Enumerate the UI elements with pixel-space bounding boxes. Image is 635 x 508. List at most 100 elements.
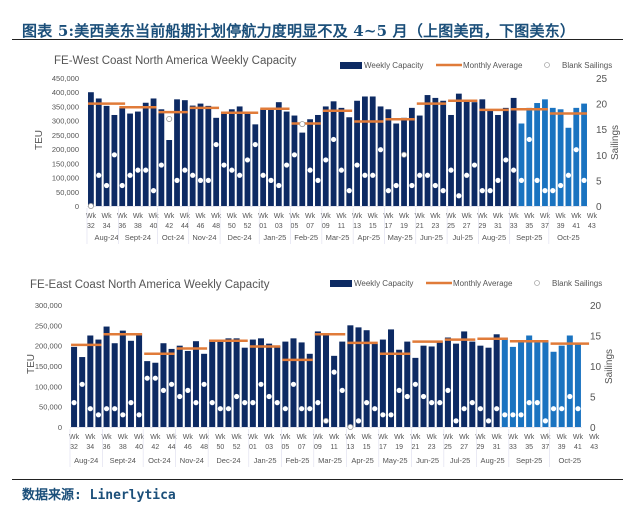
capacity-bar bbox=[71, 346, 78, 427]
blank-sailing-point bbox=[424, 172, 431, 178]
blank-sailing-point bbox=[274, 400, 280, 406]
x-tick-label: Wk 07 bbox=[297, 434, 308, 451]
capacity-bar bbox=[88, 92, 94, 206]
capacity-bar bbox=[192, 341, 199, 427]
capacity-bar bbox=[221, 111, 227, 206]
x-tick-label: Wk 34 bbox=[102, 213, 113, 230]
capacity-bar bbox=[420, 345, 427, 427]
capacity-bar bbox=[95, 339, 102, 427]
x-tick-label: Wk 33 bbox=[509, 213, 520, 230]
capacity-bar bbox=[581, 103, 587, 206]
y-tick-label: 50,000 bbox=[56, 188, 79, 197]
month-label: Aug-25 bbox=[481, 456, 505, 465]
blank-sailing-point bbox=[193, 400, 199, 406]
x-tick-label: Wk 50 bbox=[215, 434, 226, 451]
x-tick-label: Wk 36 bbox=[117, 213, 128, 230]
x-tick-label: Wk 25 bbox=[443, 434, 454, 451]
blank-sailing-point bbox=[461, 406, 467, 412]
month-label: Mar-25 bbox=[318, 456, 342, 465]
blank-sailing-point bbox=[136, 412, 142, 418]
month-label: Dec-24 bbox=[228, 233, 252, 242]
capacity-bar bbox=[557, 109, 564, 206]
blank-sailing-point bbox=[185, 387, 191, 393]
x-tick-label: Wk 48 bbox=[199, 434, 210, 451]
blank-sailing-point bbox=[160, 387, 167, 393]
capacity-bar bbox=[176, 345, 183, 427]
blank-sailing-point bbox=[225, 406, 232, 412]
blank-sailing-point bbox=[242, 400, 248, 406]
capacity-bar bbox=[228, 109, 235, 206]
x-tick-label: Wk 32 bbox=[69, 434, 80, 451]
capacity-bar bbox=[174, 99, 180, 206]
capacity-bar bbox=[565, 127, 572, 206]
capacity-bar bbox=[166, 140, 173, 206]
capacity-bar bbox=[306, 353, 313, 427]
capacity-bar bbox=[379, 339, 386, 427]
blank-sailing-point bbox=[217, 406, 223, 412]
x-tick-label: Wk 25 bbox=[446, 213, 457, 230]
y-tick-label: 200,000 bbox=[35, 342, 62, 351]
capacity-bar bbox=[534, 341, 541, 427]
capacity-bar bbox=[160, 343, 167, 427]
x-tick-label: Wk 01 bbox=[248, 434, 259, 451]
chart-title: FE-East Coast North America Weekly Capac… bbox=[30, 279, 270, 291]
blank-sailing-point bbox=[299, 121, 306, 128]
blank-sailing-point bbox=[558, 182, 564, 189]
capacity-bar bbox=[275, 102, 282, 206]
capacity-bar bbox=[574, 343, 581, 427]
blank-sailing-point bbox=[487, 188, 493, 194]
month-label: Oct-24 bbox=[162, 233, 185, 242]
blank-sailing-point bbox=[485, 418, 492, 424]
capacity-bar bbox=[189, 105, 196, 206]
capacity-bar bbox=[111, 343, 118, 427]
capacity-bar bbox=[307, 119, 313, 206]
blank-sailing-point bbox=[388, 412, 394, 418]
blank-sailing-point bbox=[79, 381, 85, 387]
capacity-bar bbox=[338, 107, 345, 206]
blank-sailing-point bbox=[266, 393, 272, 400]
blank-sailing-point bbox=[385, 188, 391, 194]
blank-sailing-point bbox=[209, 400, 215, 406]
capacity-bar bbox=[477, 345, 484, 427]
month-label: Oct-24 bbox=[148, 456, 171, 465]
capacity-bar bbox=[181, 100, 188, 206]
capacity-bar bbox=[213, 117, 220, 206]
y2-tick-label: 25 bbox=[596, 74, 608, 85]
y2-tick-label: 20 bbox=[590, 301, 602, 312]
y-axis-label: TEU bbox=[26, 354, 37, 374]
month-label: Jun-25 bbox=[420, 233, 443, 242]
blank-sailing-point bbox=[315, 400, 321, 406]
x-tick-label: Wk 37 bbox=[540, 434, 551, 451]
blank-sailing-point bbox=[282, 406, 288, 412]
x-tick-label: Wk 13 bbox=[345, 434, 356, 451]
blank-sailing-point bbox=[420, 393, 427, 400]
x-tick-label: Wk 38 bbox=[118, 434, 129, 451]
figure-title: 图表 5:美西美东当前船期计划停航力度明显不及 4~5 月（上图美西，下图美东） bbox=[22, 22, 576, 40]
month-label: Apr-25 bbox=[358, 233, 381, 242]
capacity-bar bbox=[432, 97, 439, 206]
capacity-bar bbox=[471, 102, 478, 206]
x-tick-label: Wk 52 bbox=[242, 213, 253, 230]
capacity-bar bbox=[168, 348, 175, 427]
x-tick-label: Wk 31 bbox=[492, 434, 503, 451]
blank-sailing-point bbox=[396, 387, 402, 393]
y2-axis-label: Sailings bbox=[604, 349, 615, 384]
blank-sailing-point bbox=[550, 188, 556, 194]
capacity-bar bbox=[385, 109, 392, 206]
month-label: May-25 bbox=[383, 456, 408, 465]
blank-sailing-point bbox=[128, 400, 134, 406]
x-tick-label: Wk 23 bbox=[427, 434, 438, 451]
x-tick-label: Wk 29 bbox=[477, 213, 488, 230]
capacity-bar bbox=[509, 346, 516, 427]
y-axis-label: TEU bbox=[34, 130, 45, 150]
blank-sailing-point bbox=[166, 115, 173, 122]
x-tick-label: Wk 17 bbox=[378, 434, 389, 451]
capacity-bar bbox=[339, 341, 346, 427]
blank-sailing-point bbox=[575, 406, 581, 412]
legend-swatch-weekly-capacity bbox=[330, 280, 352, 287]
capacity-bar bbox=[362, 96, 368, 206]
x-tick-label: Wk 21 bbox=[410, 434, 421, 451]
blank-sailing-point bbox=[103, 406, 110, 412]
capacity-bar bbox=[268, 107, 274, 206]
x-tick-label: Wk 35 bbox=[524, 434, 535, 451]
